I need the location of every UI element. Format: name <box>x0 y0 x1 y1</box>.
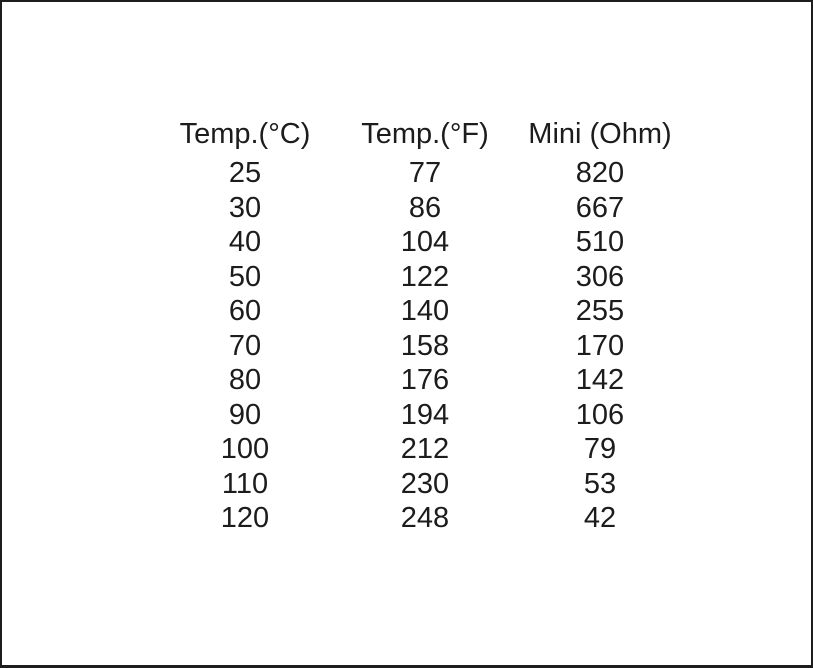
column-header-temp-c: Temp.(°C) <box>179 118 311 150</box>
table-row: 40 104 510 <box>165 225 675 260</box>
table-cell: 25 <box>228 157 262 189</box>
table-cell: 104 <box>400 226 450 258</box>
table-cell: 306 <box>575 260 625 293</box>
column-header-resistance: Mini (Ohm) <box>528 118 672 150</box>
table-cell: 140 <box>400 295 450 327</box>
table-cell: 90 <box>228 398 262 431</box>
table-row: 80 176 142 <box>165 363 675 398</box>
table-cell: 70 <box>228 329 262 362</box>
table-cell: 510 <box>575 226 625 258</box>
table-row: 110 230 53 <box>165 467 675 502</box>
table-row: 100 212 79 <box>165 432 675 467</box>
table-row: 30 86 667 <box>165 191 675 226</box>
table-cell: 79 <box>583 433 617 465</box>
table-row: 120 248 42 <box>165 501 675 536</box>
table-cell: 230 <box>400 467 450 500</box>
table-cell: 53 <box>583 467 617 500</box>
table-cell: 255 <box>575 295 625 327</box>
table-row: 90 194 106 <box>165 398 675 433</box>
table-row: 50 122 306 <box>165 260 675 295</box>
table-cell: 100 <box>220 433 270 465</box>
table-cell: 110 <box>221 467 269 500</box>
table-cell: 170 <box>575 329 625 362</box>
table-cell: 212 <box>400 433 450 465</box>
table-cell: 176 <box>400 364 450 396</box>
table-row: 60 140 255 <box>165 294 675 329</box>
table-cell: 248 <box>400 502 450 534</box>
table-cell: 667 <box>575 191 625 224</box>
table-row: 25 77 820 <box>165 156 675 191</box>
column-header-temp-f: Temp.(°F) <box>361 118 489 150</box>
table-cell: 80 <box>228 364 262 396</box>
table-cell: 50 <box>228 260 262 293</box>
table-cell: 158 <box>400 329 450 362</box>
table-cell: 122 <box>400 260 450 293</box>
table-cell: 194 <box>400 398 450 431</box>
table-cell: 42 <box>583 502 617 534</box>
table-cell: 142 <box>575 364 625 396</box>
table-cell: 106 <box>575 398 625 431</box>
table-header-row: Temp.(°C) Temp.(°F) Mini (Ohm) <box>165 117 675 156</box>
resistance-table: Temp.(°C) Temp.(°F) Mini (Ohm) 25 77 820… <box>165 117 675 536</box>
table-cell: 77 <box>408 157 442 189</box>
table-cell: 60 <box>228 295 262 327</box>
table-cell: 120 <box>220 502 270 534</box>
table-cell: 30 <box>228 191 262 224</box>
table-cell: 86 <box>408 191 442 224</box>
table-row: 70 158 170 <box>165 329 675 364</box>
table-cell: 40 <box>228 226 262 258</box>
table-cell: 820 <box>575 157 625 189</box>
